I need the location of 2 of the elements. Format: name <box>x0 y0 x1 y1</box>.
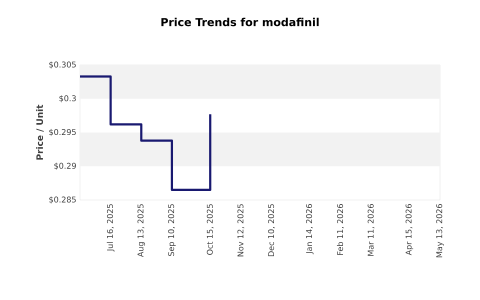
chart-title: Price Trends for modafinil <box>161 18 319 26</box>
y-axis-title: Price / Unit <box>36 104 44 160</box>
